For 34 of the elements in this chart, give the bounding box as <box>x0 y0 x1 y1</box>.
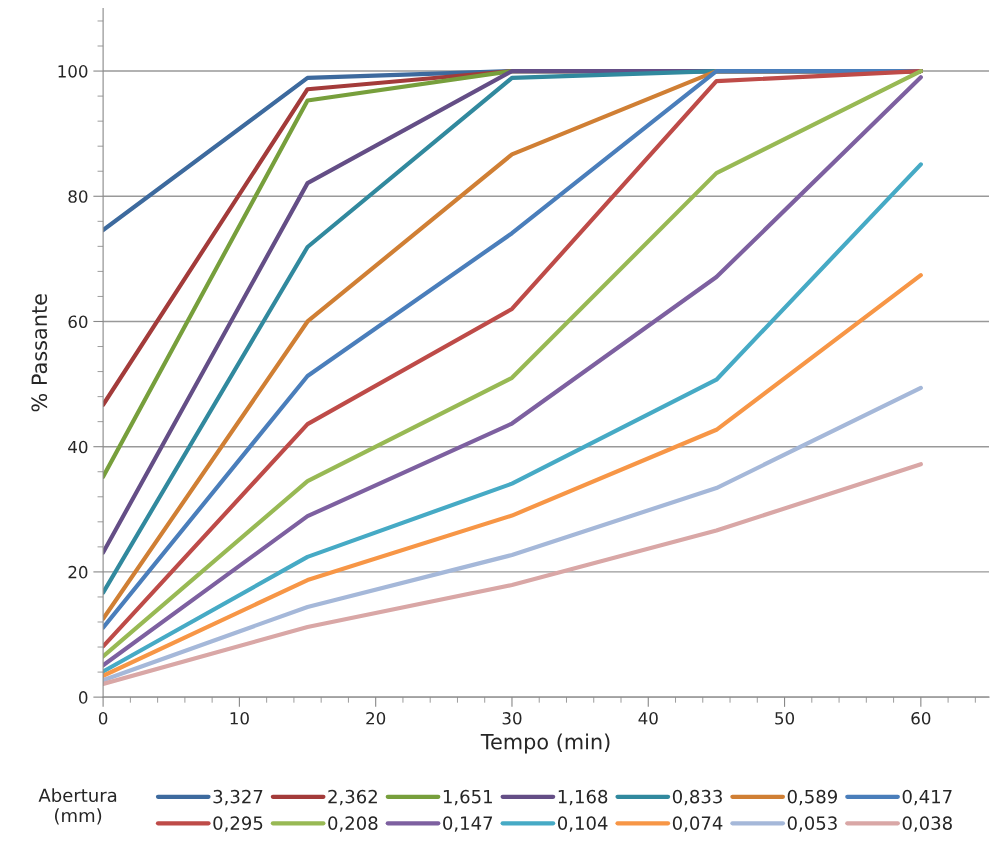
legend-label: 0,147 <box>443 816 493 832</box>
legend-label: 3,327 <box>213 789 263 806</box>
legend-label: 0,074 <box>672 816 723 832</box>
y-axis-title: % Passante <box>31 294 48 412</box>
x-tick-label: 60 <box>911 712 931 725</box>
legend-label: 1,651 <box>443 789 492 806</box>
y-tick-label: 100 <box>58 65 88 78</box>
legend-label: 0,104 <box>557 816 608 832</box>
y-tick-label: 80 <box>68 190 88 203</box>
legend-label: 0,589 <box>787 789 837 806</box>
y-tick-label: 40 <box>68 440 88 454</box>
y-tick-label: 60 <box>68 315 88 329</box>
x-tick-label: 20 <box>366 712 386 725</box>
x-tick-label: 50 <box>775 712 795 725</box>
line-series <box>103 385 923 683</box>
legend-label: 1,168 <box>558 789 608 806</box>
x-tick-label: 0 <box>98 712 108 725</box>
legend-label: 2,362 <box>328 789 377 806</box>
legend-title: Abertura (mm) <box>38 788 117 825</box>
legend-label: 0,038 <box>902 816 952 832</box>
legend-label: 0,417 <box>902 789 952 806</box>
x-tick-label: 10 <box>230 712 249 725</box>
line-series <box>103 162 923 674</box>
legend-label: 0,208 <box>328 816 378 832</box>
x-axis-title: Tempo (min) <box>480 733 610 754</box>
legend-label: 0,295 <box>213 816 263 832</box>
line-series <box>103 273 923 678</box>
x-tick-label: 40 <box>638 712 658 725</box>
y-tick-label: 20 <box>68 565 88 579</box>
y-tick-label: 0 <box>79 691 88 704</box>
legend-label: 0,833 <box>672 789 722 806</box>
line-series <box>103 462 923 687</box>
x-tick-label: 30 <box>502 712 522 725</box>
legend-label: 0,053 <box>787 816 837 832</box>
